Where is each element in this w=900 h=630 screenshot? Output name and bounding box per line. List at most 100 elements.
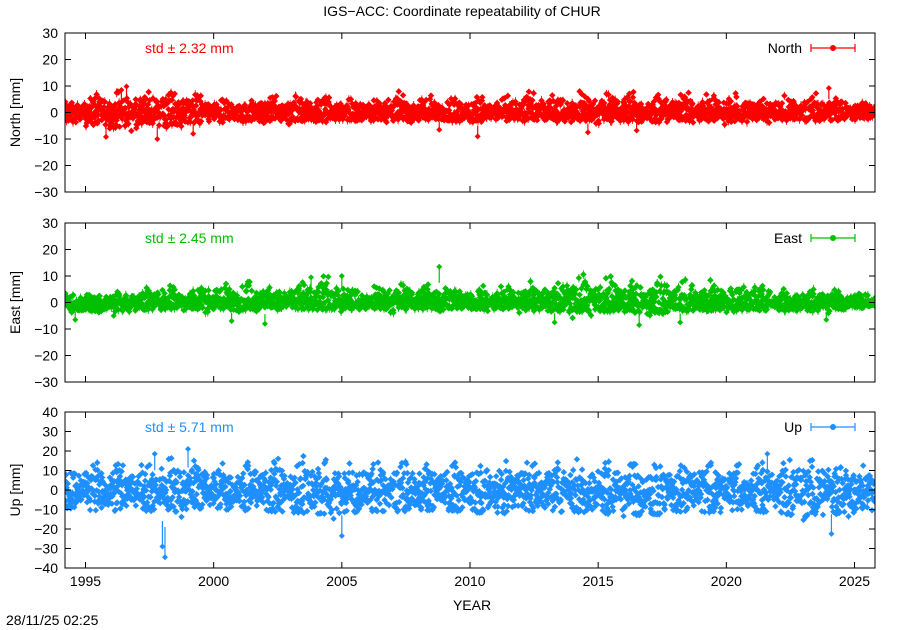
east-outlier-point: [110, 312, 117, 319]
north-outlier-point: [154, 136, 161, 142]
up-outlier: [338, 515, 345, 539]
east-outlier: [110, 309, 117, 319]
up-outlier-point: [764, 450, 771, 457]
xlabel: YEAR: [453, 597, 491, 613]
east-outlier: [551, 313, 558, 326]
north-outlier: [825, 85, 832, 100]
north-ytick-label: 10: [42, 78, 58, 94]
east-outlier-point: [72, 316, 79, 323]
up-legend: Up: [784, 419, 856, 435]
east-legend-marker: [830, 235, 836, 241]
east-std-label: std ± 2.45 mm: [145, 230, 234, 246]
up-outlier: [864, 499, 871, 511]
north-points: [65, 88, 875, 135]
north-outlier-point: [190, 130, 197, 137]
up-std-label: std ± 5.71 mm: [145, 419, 234, 435]
up-data-series: [65, 446, 875, 561]
panel-east: 30 20 10 0 −10 −20 −30 East [mm] std ± 2.45 mm Ea…: [7, 215, 876, 390]
up-outlier: [161, 527, 168, 561]
north-legend: North: [768, 40, 856, 56]
up-ytick-label: 40: [42, 404, 58, 420]
up-legend-marker: [830, 424, 836, 430]
east-outlier-point: [261, 320, 268, 327]
north-ytick-label: −20: [34, 158, 58, 174]
up-outlier-point: [159, 543, 166, 550]
xtick-label: 2000: [198, 573, 229, 589]
east-outlier: [338, 273, 345, 288]
east-ytick-label: −20: [34, 348, 58, 364]
north-ytick-label: −30: [34, 184, 58, 200]
north-outlier-point: [825, 85, 832, 92]
north-ytick-label: 30: [42, 25, 58, 41]
north-outlier-point: [123, 83, 130, 90]
up-ytick-label: 0: [50, 482, 58, 498]
up-ytick-label: 20: [42, 443, 58, 459]
east-ytick-label: 30: [42, 215, 58, 231]
east-ytick-label: 0: [50, 295, 58, 311]
xtick-label: 2015: [583, 573, 614, 589]
up-outlier-point: [185, 446, 192, 453]
east-outlier: [308, 274, 315, 289]
up-ytick-label: −30: [34, 541, 58, 557]
north-std-label: std ± 2.32 mm: [145, 40, 234, 56]
east-ytick-label: 10: [42, 268, 58, 284]
east-outlier-point: [677, 319, 684, 326]
north-data-series: [65, 83, 875, 142]
up-outlier-point: [161, 554, 168, 561]
north-outlier-point: [267, 94, 274, 101]
east-outlier-point: [436, 263, 443, 270]
xtick-label: 1995: [70, 573, 101, 589]
east-outlier-point: [228, 318, 235, 325]
north-ytick-label: 0: [50, 105, 58, 121]
east-outlier-point: [338, 273, 345, 279]
north-outlier: [103, 125, 110, 140]
north-outlier-point: [633, 127, 640, 134]
up-outlier-point: [338, 532, 345, 539]
chart-title: IGS−ACC: Coordinate repeatability of CHU…: [323, 3, 600, 19]
north-legend-label: North: [768, 40, 802, 56]
up-legend-label: Up: [784, 419, 802, 435]
east-outlier: [823, 311, 830, 323]
north-outlier-point: [436, 126, 443, 133]
east-outlier-point: [636, 322, 643, 329]
north-ylabel: North [mm]: [7, 78, 23, 147]
north-legend-marker: [830, 45, 836, 51]
xtick-label: 2010: [454, 573, 485, 589]
up-outlier: [151, 450, 158, 471]
east-legend: East: [774, 230, 856, 246]
north-outlier: [267, 94, 274, 105]
north-outlier: [154, 127, 161, 142]
east-ytick-label: −10: [34, 321, 58, 337]
up-ytick-label: 30: [42, 424, 58, 440]
north-outlier: [584, 123, 591, 136]
up-outlier: [185, 446, 192, 468]
north-outlier: [474, 125, 481, 140]
east-outlier: [228, 312, 235, 325]
east-outlier-point: [551, 319, 558, 326]
north-outlier: [436, 121, 443, 133]
up-outlier: [764, 450, 771, 471]
east-points: [65, 270, 875, 322]
up-outlier-point: [828, 530, 835, 537]
north-outlier: [190, 124, 197, 137]
north-outlier-point: [584, 129, 591, 136]
east-outlier: [72, 311, 79, 323]
panel-up: 40 30 20 10 0 −10 −20 −30 −40 Up [mm] std ± 5.71 m…: [7, 404, 876, 576]
east-outlier-point: [308, 274, 315, 281]
east-ytick-label: 20: [42, 242, 58, 258]
up-ytick-label: −20: [34, 521, 58, 537]
xtick-label: 2005: [326, 573, 357, 589]
north-outlier-point: [103, 133, 110, 140]
north-ytick-label: 20: [42, 52, 58, 68]
panel-north: 30 20 10 0 −10 −20 −30 North [mm] std ± 2.32 mm N…: [7, 25, 876, 200]
north-outlier: [633, 122, 640, 134]
xtick-label: 2020: [711, 573, 742, 589]
east-legend-label: East: [774, 230, 802, 246]
up-points: [65, 452, 875, 524]
up-ytick-label: −40: [34, 560, 58, 576]
east-ytick-label: −30: [34, 374, 58, 390]
north-outlier-point: [474, 133, 481, 140]
north-outlier: [123, 83, 130, 99]
east-ylabel: East [mm]: [7, 271, 23, 334]
